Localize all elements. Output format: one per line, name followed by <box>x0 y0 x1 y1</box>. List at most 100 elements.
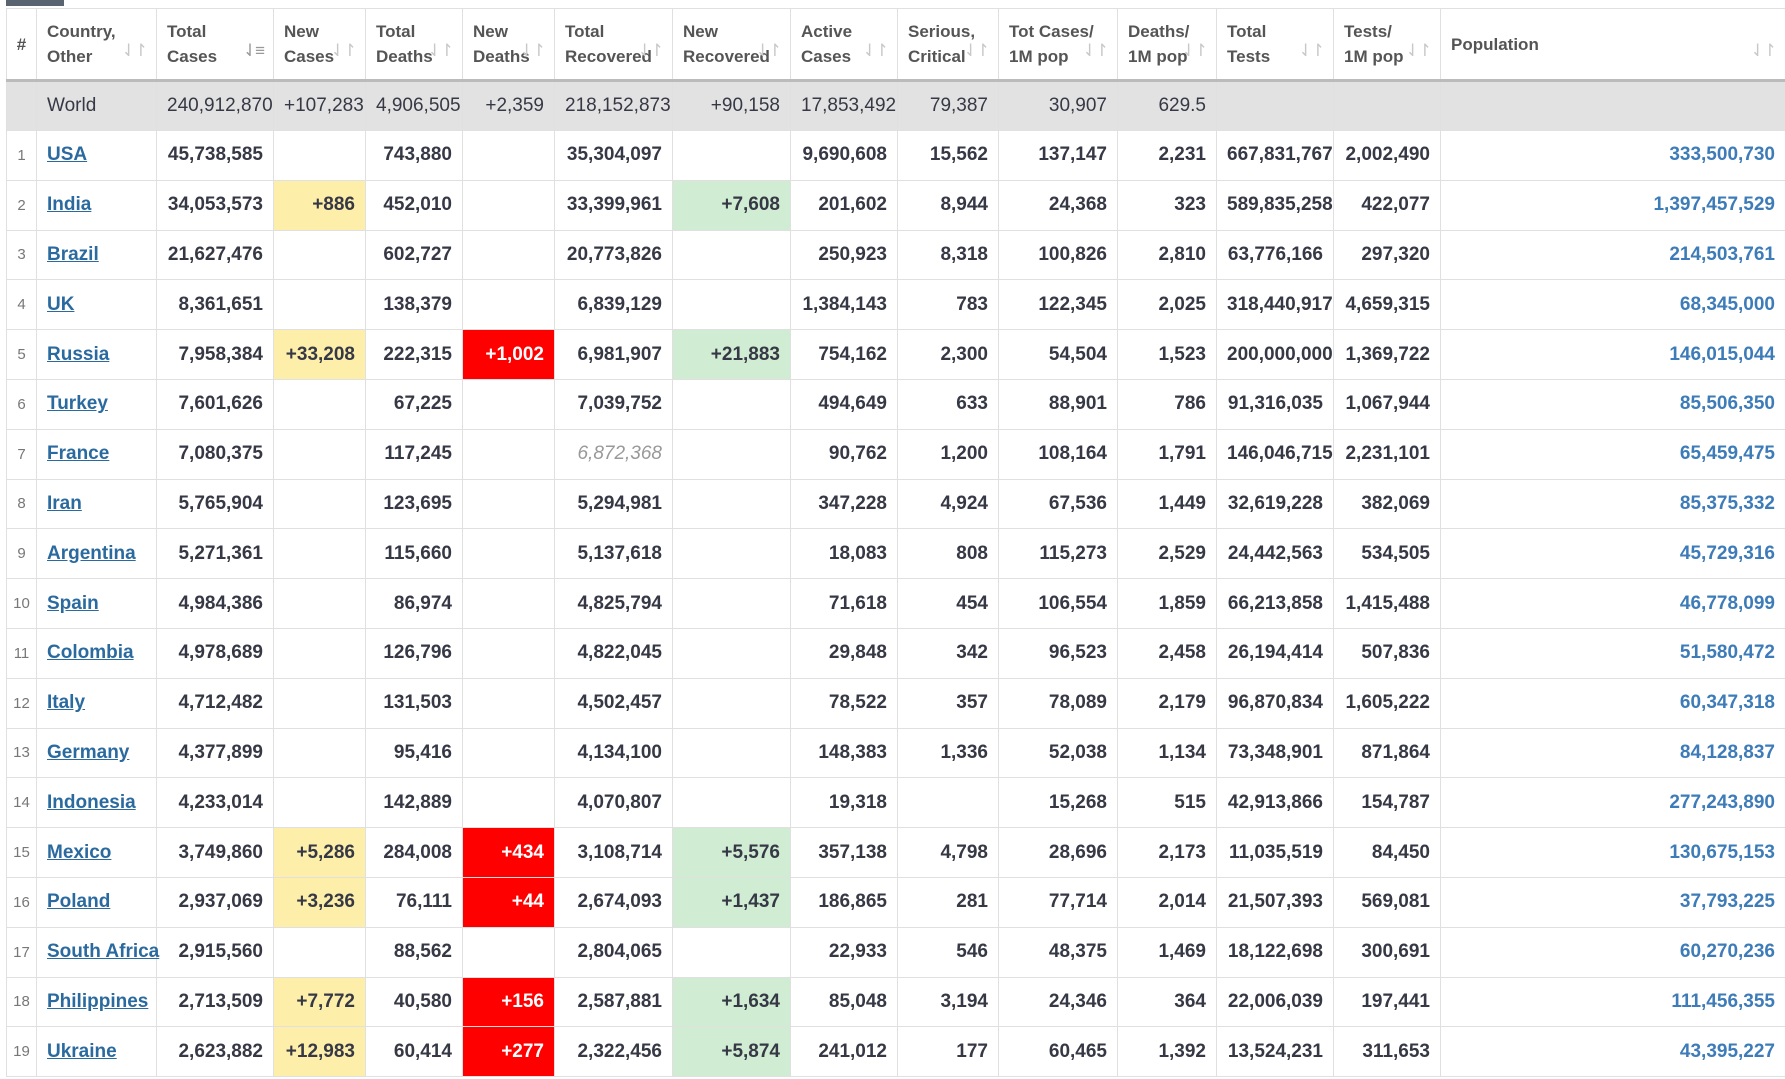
header-total-cases[interactable]: Total Cases ⇃≡ <box>156 8 274 82</box>
active-cases-cell: 1,384,143 <box>790 279 898 331</box>
country-link[interactable]: France <box>47 443 110 465</box>
sort-icon[interactable]: ⇃↾ <box>1750 41 1777 60</box>
new-deaths-cell <box>462 677 555 729</box>
header-population[interactable]: Population ⇃↾ <box>1440 8 1785 82</box>
total-deaths-cell: 40,580 <box>365 976 463 1028</box>
country-link[interactable]: Indonesia <box>47 791 136 813</box>
country-cell: Poland <box>36 876 157 928</box>
new-deaths-cell: +434 <box>462 827 555 878</box>
total-tests-cell: 21,507,393 <box>1216 876 1334 928</box>
total-deaths-cell: 222,315 <box>365 329 463 380</box>
country-link[interactable]: Iran <box>47 492 82 514</box>
sort-icon[interactable]: ⇃↾ <box>637 41 664 60</box>
header-label: Total Deaths <box>376 22 433 66</box>
country-cell: Colombia <box>36 627 157 679</box>
table-row: 4 UK 8,361,651 138,379 6,839,129 1,384,143 783… <box>6 279 1785 331</box>
sort-icon[interactable]: ⇃↾ <box>519 41 546 60</box>
cases-per-million-cell: 52,038 <box>998 727 1118 779</box>
header-tests-per-million[interactable]: Tests/ 1M pop ⇃↾ <box>1333 8 1441 82</box>
total-tests-cell: 96,870,834 <box>1216 677 1334 729</box>
new-deaths-cell <box>462 378 555 430</box>
country-link[interactable]: USA <box>47 144 88 166</box>
cases-per-million-cell: 24,368 <box>998 179 1118 231</box>
new-cases-cell: +12,983 <box>273 1026 366 1078</box>
sort-icon[interactable]: ⇃↾ <box>1298 41 1325 60</box>
country-link[interactable]: Italy <box>47 692 86 714</box>
new-recovered-cell <box>672 279 791 331</box>
sort-icon[interactable]: ⇃↾ <box>963 41 990 60</box>
sort-icon[interactable]: ⇃↾ <box>755 41 782 60</box>
total-cases-cell: 5,765,904 <box>156 478 274 530</box>
total-recovered-cell: 2,674,093 <box>554 876 673 928</box>
table-row: 13 Germany 4,377,899 95,416 4,134,100 148,383… <box>6 727 1785 779</box>
active-cases-cell: 85,048 <box>790 976 898 1028</box>
rank-cell: 19 <box>6 1026 37 1078</box>
header-country[interactable]: Country, Other ⇃↾ <box>36 8 157 82</box>
sort-icon[interactable]: ⇃↾ <box>1082 41 1109 60</box>
country-link[interactable]: Russia <box>47 343 110 365</box>
new-deaths-cell <box>462 130 555 181</box>
table-row: 11 Colombia 4,978,689 126,796 4,822,045 29,84… <box>6 627 1785 679</box>
country-link[interactable]: Brazil <box>47 243 99 265</box>
tests-per-million-cell: 4,659,315 <box>1333 279 1441 331</box>
new-deaths-cell <box>462 229 555 281</box>
sort-icon[interactable]: ⇃↾ <box>330 41 357 60</box>
active-cases-cell: 78,522 <box>790 677 898 729</box>
population-cell: 68,345,000 <box>1440 279 1785 331</box>
total-tests-cell: 91,316,035 <box>1216 378 1334 430</box>
header-new-recovered[interactable]: New Recovered ⇃↾ <box>672 8 791 82</box>
header-label: Tests/ 1M pop <box>1344 22 1404 66</box>
header-label: Serious, Critical <box>908 22 976 66</box>
total-deaths-cell: 138,379 <box>365 279 463 331</box>
sort-icon[interactable]: ⇃≡ <box>242 41 265 60</box>
header-total-tests[interactable]: Total Tests ⇃↾ <box>1216 8 1334 82</box>
new-deaths-cell: +1,002 <box>462 329 555 380</box>
total-tests-cell: 200,000,000 <box>1216 329 1334 380</box>
header-total-recovered[interactable]: Total Recovered ⇃↾ <box>554 8 673 82</box>
country-link[interactable]: South Africa <box>47 941 160 963</box>
country-link[interactable]: Turkey <box>47 393 108 415</box>
population-cell: 84,128,837 <box>1440 727 1785 779</box>
country-link[interactable]: Germany <box>47 741 130 763</box>
serious-critical-cell: 2,300 <box>897 329 999 380</box>
total-deaths-cell: 60,414 <box>365 1026 463 1078</box>
deaths-per-million-cell: 2,231 <box>1117 130 1217 181</box>
country-link[interactable]: India <box>47 194 92 216</box>
country-link[interactable]: Argentina <box>47 542 136 564</box>
header-new-deaths[interactable]: New Deaths ⇃↾ <box>462 8 555 82</box>
rank-cell: 7 <box>6 428 37 480</box>
header-active-cases[interactable]: Active Cases ⇃↾ <box>790 8 898 82</box>
sort-icon[interactable]: ⇃↾ <box>1405 41 1432 60</box>
total-deaths-cell: 452,010 <box>365 179 463 231</box>
serious-critical-cell: 8,944 <box>897 179 999 231</box>
total-cases-cell: 5,271,361 <box>156 528 274 580</box>
tests-per-million-cell: 84,450 <box>1333 827 1441 878</box>
rank-cell: 11 <box>6 627 37 679</box>
header-deaths-per-million[interactable]: Deaths/ 1M pop ⇃↾ <box>1117 8 1217 82</box>
table-body: World 240,912,870 +107,283 4,906,505 +2,359 2… <box>6 80 1785 1078</box>
rank-cell: 17 <box>6 926 37 978</box>
country-link[interactable]: Poland <box>47 891 111 913</box>
header-serious-critical[interactable]: Serious, Critical ⇃↾ <box>897 8 999 82</box>
new-recovered-cell <box>672 428 791 480</box>
sort-icon[interactable]: ⇃↾ <box>427 41 454 60</box>
header-new-cases[interactable]: New Cases ⇃↾ <box>273 8 366 82</box>
country-link[interactable]: Ukraine <box>47 1040 117 1062</box>
rank-cell: 18 <box>6 976 37 1028</box>
country-link[interactable]: Spain <box>47 592 99 614</box>
country-cell: Indonesia <box>36 777 157 829</box>
total-tests-cell: 24,442,563 <box>1216 528 1334 580</box>
new-recovered-cell: +90,158 <box>672 80 791 131</box>
sort-icon[interactable]: ⇃↾ <box>862 41 889 60</box>
country-link[interactable]: Mexico <box>47 841 112 863</box>
sort-icon[interactable]: ⇃↾ <box>121 41 148 60</box>
country-link[interactable]: Philippines <box>47 990 149 1012</box>
deaths-per-million-cell: 1,791 <box>1117 428 1217 480</box>
country-link[interactable]: Colombia <box>47 642 134 664</box>
sort-icon[interactable]: ⇃↾ <box>1181 41 1208 60</box>
header-cases-per-million[interactable]: Tot Cases/ 1M pop ⇃↾ <box>998 8 1118 82</box>
country-link[interactable]: UK <box>47 293 75 315</box>
new-cases-cell: +3,236 <box>273 876 366 928</box>
header-total-deaths[interactable]: Total Deaths ⇃↾ <box>365 8 463 82</box>
country-cell: Mexico <box>36 827 157 878</box>
